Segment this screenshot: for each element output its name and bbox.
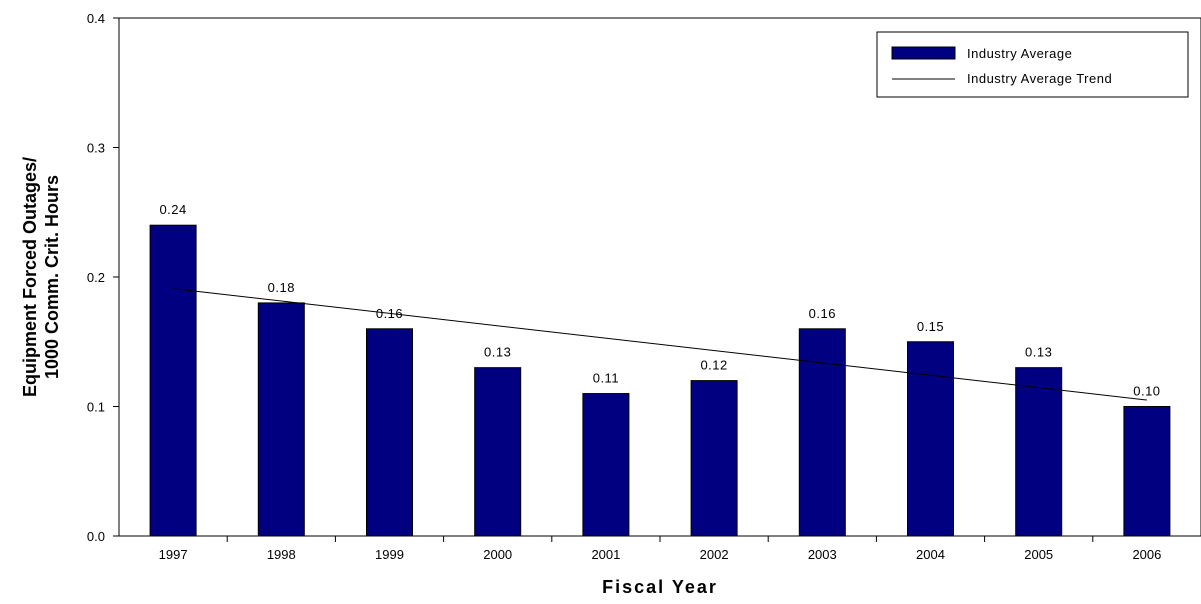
trend-line (173, 288, 1147, 401)
data-label-2001: 0.11 (593, 371, 619, 386)
y-tick-label: 0.3 (87, 141, 105, 156)
y-axis-title: Equipment Forced Outages/ 1000 Comm. Cri… (20, 157, 62, 397)
data-label-1997: 0.24 (159, 202, 186, 217)
x-tick-label-2005: 2005 (1024, 547, 1053, 562)
bar-1998 (257, 302, 305, 537)
bar-2000 (474, 367, 522, 537)
bar-1999 (366, 328, 413, 537)
x-tick-label-2004: 2004 (916, 547, 945, 562)
legend-swatch-bar (891, 46, 956, 60)
y-tick-label: 0.1 (87, 400, 105, 415)
bars (149, 224, 1171, 537)
bar-2003 (798, 328, 846, 537)
x-tick-label-2000: 2000 (483, 547, 512, 562)
y-tick-label: 0.0 (87, 529, 105, 544)
x-tick-label-2002: 2002 (700, 547, 729, 562)
x-tick-label-1999: 1999 (375, 547, 404, 562)
x-ticks: 1997 1998 1999 2000 2001 2002 2003 2004 2005 2006 (159, 536, 1161, 562)
data-label-2005: 0.13 (1025, 345, 1052, 360)
x-tick-label-2006: 2006 (1132, 547, 1161, 562)
bar-2005 (1015, 367, 1063, 537)
data-label-2002: 0.12 (700, 358, 727, 373)
y-axis-title-line-1: Equipment Forced Outages/ (20, 157, 40, 397)
bar-2004 (907, 341, 954, 537)
y-tick-label: 0.2 (87, 270, 105, 285)
data-label-2006: 0.10 (1133, 384, 1160, 399)
legend: Industry Average Industry Average Trend (876, 31, 1189, 98)
legend-label-trend: Industry Average Trend (967, 71, 1112, 86)
legend-box (876, 31, 1189, 98)
x-tick-label-1998: 1998 (267, 547, 296, 562)
data-label-2000: 0.13 (484, 345, 511, 360)
legend-label-bar: Industry Average (967, 46, 1072, 61)
y-tick-label: 0.4 (87, 11, 105, 26)
data-label-1998: 0.18 (268, 280, 295, 295)
data-label-2003: 0.16 (809, 306, 836, 321)
bar-2002 (690, 380, 738, 537)
bar-2006 (1123, 406, 1171, 537)
y-axis-title-line-2: 1000 Comm. Crit. Hours (42, 175, 62, 379)
data-label-2004: 0.15 (917, 319, 944, 334)
x-axis-title: Fiscal Year (602, 577, 718, 597)
x-tick-label-2003: 2003 (808, 547, 837, 562)
x-tick-label-1997: 1997 (159, 547, 188, 562)
y-ticks: 0.0 0.1 0.2 0.3 0.4 (87, 11, 119, 544)
bar-1997 (149, 224, 197, 537)
x-tick-label-2001: 2001 (591, 547, 620, 562)
trend (173, 288, 1147, 401)
bar-2001 (582, 393, 630, 537)
